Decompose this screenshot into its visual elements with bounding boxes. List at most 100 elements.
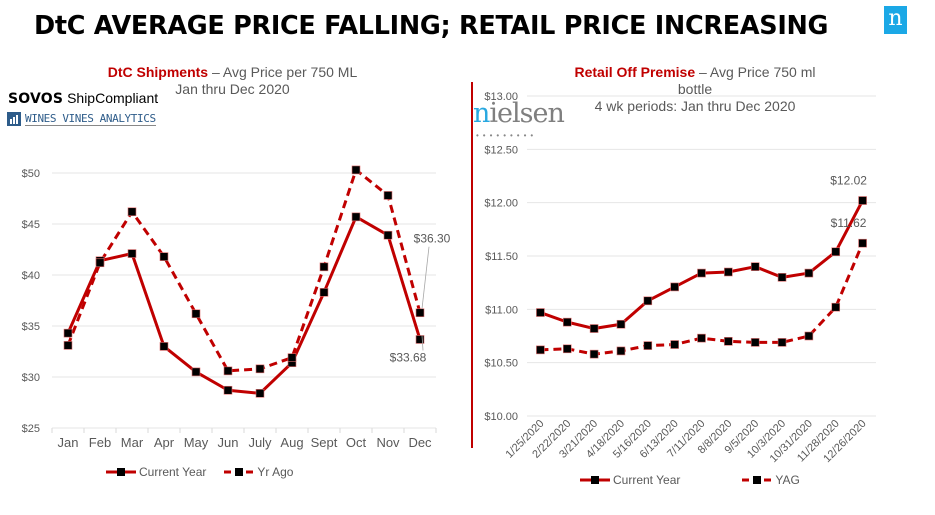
data-point-marker — [63, 341, 73, 350]
y-tick-label: $40 — [22, 270, 40, 282]
data-point-marker — [562, 317, 572, 327]
data-point-marker — [616, 346, 626, 356]
right-chart-legend: Current Year YAG — [580, 473, 800, 487]
data-point-marker — [255, 364, 265, 374]
y-tick-label: $45 — [22, 219, 40, 231]
x-tick-label: Jan — [58, 435, 79, 450]
data-point-marker — [697, 333, 706, 343]
data-point-marker — [858, 196, 867, 205]
y-tick-label: $50 — [22, 168, 40, 180]
x-tick-label: Feb — [89, 435, 111, 450]
data-point-marker — [351, 212, 361, 222]
data-point-marker — [589, 324, 599, 333]
bar-chart-icon — [7, 112, 21, 126]
data-point-marker — [191, 309, 201, 319]
data-point-marker — [415, 335, 425, 344]
right-chart-title: Retail Off Premise – Avg Price 750 ml bo… — [520, 64, 870, 115]
annotation-leader-line — [421, 246, 430, 309]
series-line-yr-ago — [66, 168, 422, 373]
data-point-marker — [383, 230, 393, 240]
series-line-current-year — [66, 215, 422, 395]
data-point-marker — [223, 366, 233, 376]
data-point-marker — [724, 267, 733, 277]
data-point-marker — [616, 319, 626, 329]
x-tick-label: Sept — [311, 435, 338, 450]
x-tick-label: Apr — [154, 435, 175, 450]
data-point-marker — [643, 296, 653, 306]
nielsen-logo: nielsen — [473, 98, 565, 129]
legend-solid-line-icon — [106, 468, 136, 476]
data-point-marker — [750, 338, 760, 347]
section-divider — [471, 82, 473, 448]
data-point-marker — [191, 367, 201, 377]
data-point-marker — [255, 389, 265, 398]
nielsen-logo-dots: ••••••••• — [476, 131, 538, 140]
x-tick-label: Jun — [218, 435, 239, 450]
legend-item-yr-ago: Yr Ago — [224, 465, 293, 479]
data-point-marker — [383, 191, 393, 200]
x-tick-label: May — [184, 435, 209, 450]
x-tick-label: July — [248, 435, 272, 450]
nielsen-logo-n: n — [473, 98, 490, 129]
left-chart-subtitle: Jan thru Dec 2020 — [175, 81, 290, 97]
data-point-marker — [697, 268, 706, 278]
annotation-leader-line — [421, 335, 424, 351]
slide-title: DtC AVERAGE PRICE FALLING; RETAIL PRICE … — [34, 11, 829, 41]
right-chart-title-bold: Retail Off Premise — [574, 64, 696, 80]
legend-label: YAG — [775, 473, 800, 487]
legend-dashed-line-icon — [742, 476, 773, 484]
data-point-marker — [831, 247, 841, 257]
data-point-marker — [643, 341, 653, 350]
data-point-marker — [319, 262, 329, 272]
right-chart-subtitle: 4 wk periods: Jan thru Dec 2020 — [594, 98, 796, 114]
data-point-marker — [287, 353, 297, 362]
data-point-marker — [223, 385, 233, 395]
y-tick-label: $10.50 — [484, 358, 518, 370]
data-label: $33.68 — [390, 350, 427, 364]
nielsen-logo-rest: ielsen — [489, 98, 564, 129]
data-point-marker — [562, 344, 572, 354]
data-point-marker — [804, 268, 814, 278]
data-point-marker — [159, 252, 169, 261]
right-chart-title-line2: bottle — [677, 81, 713, 97]
data-point-marker — [858, 238, 867, 248]
legend-label: Current Year — [139, 465, 207, 479]
x-tick-label: Aug — [280, 435, 303, 450]
legend-dashed-line-icon — [224, 468, 255, 476]
data-point-marker — [319, 288, 329, 297]
y-tick-label: $12.00 — [484, 198, 518, 210]
data-label: $36.30 — [414, 232, 451, 246]
data-point-marker — [536, 345, 545, 355]
left-chart-title: DtC Shipments – Avg Price per 750 ML Jan… — [60, 64, 405, 98]
y-tick-label: $13.00 — [484, 91, 518, 103]
data-point-marker — [750, 262, 760, 271]
wines-vines-analytics-logo: WINES VINES ANALYTICS — [7, 112, 156, 126]
y-tick-label: $30 — [22, 372, 40, 384]
data-point-marker — [536, 308, 545, 317]
data-point-marker — [670, 340, 679, 349]
data-point-marker — [415, 308, 425, 318]
data-point-marker — [589, 349, 599, 359]
left-chart-title-bold: DtC Shipments — [107, 64, 209, 80]
y-tick-label: $12.50 — [484, 144, 518, 156]
data-label: $12.02 — [830, 174, 867, 188]
data-point-marker — [777, 273, 787, 282]
left-chart-legend: Current Year Yr Ago — [106, 465, 293, 479]
x-tick-label: Nov — [376, 435, 400, 450]
data-point-marker — [777, 338, 787, 347]
data-point-marker — [724, 337, 733, 346]
wva-wordmark: WINES VINES ANALYTICS — [25, 112, 156, 126]
y-tick-label: $10.00 — [484, 411, 518, 423]
y-tick-label: $25 — [22, 423, 40, 435]
data-point-marker — [831, 302, 841, 312]
sovos-wordmark: SOVOS — [8, 91, 64, 107]
data-point-marker — [95, 258, 105, 268]
left-chart-title-rest: – Avg Price per 750 ML — [208, 64, 358, 80]
x-tick-label: Mar — [121, 435, 144, 450]
y-tick-label: $11.00 — [485, 304, 518, 316]
legend-solid-line-icon — [580, 476, 610, 484]
legend-item-yag: YAG — [742, 473, 800, 487]
y-tick-label: $35 — [22, 321, 40, 333]
legend-label: Yr Ago — [257, 465, 294, 479]
